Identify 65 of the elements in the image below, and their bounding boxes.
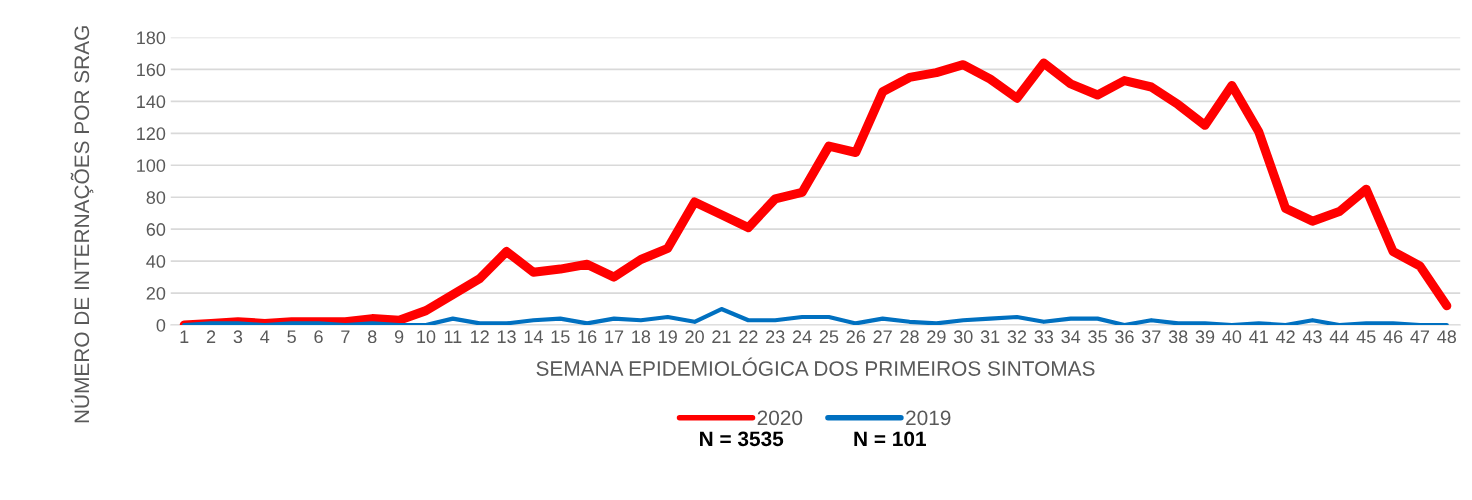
x-tick-label: 44 [1329, 330, 1349, 343]
x-tick-label: 31 [980, 330, 1000, 344]
x-tick-label: 7 [341, 330, 350, 343]
x-tick-label: 18 [632, 330, 651, 344]
text: N = 3535 [700, 431, 784, 447]
x-tick-label: 17 [605, 330, 624, 343]
x-tick-label: 4 [260, 330, 270, 343]
x-tick-label: 47 [1410, 330, 1430, 343]
x-tick-label: 27 [873, 330, 892, 343]
x-tick-label: 41 [1249, 330, 1268, 343]
x-tick-label: 29 [927, 330, 946, 344]
x-tick-label: 36 [1115, 330, 1134, 344]
x-tick-label: 28 [900, 330, 919, 344]
x-tick-label: 48 [1437, 330, 1457, 344]
x-tick-label: 8 [368, 330, 377, 344]
y-tick-label: 120 [137, 127, 166, 141]
x-tick-label: 25 [819, 330, 839, 344]
y-tick-label: 80 [146, 191, 166, 204]
x-tick-label: 21 [712, 330, 731, 343]
x-tick-label: 35 [1088, 330, 1107, 344]
x-tick-label: 5 [287, 330, 296, 344]
x-tick-label: 13 [497, 330, 516, 344]
text: N = 101 [854, 431, 926, 447]
x-tick-label: 22 [739, 330, 758, 343]
x-tick-label: 12 [471, 330, 489, 343]
x-tick-label: 43 [1302, 330, 1322, 344]
x-tick-label: 34 [1061, 330, 1081, 344]
x-tick-label: 14 [524, 330, 543, 343]
x-tick-label: 30 [953, 330, 973, 344]
x-tick-label: 16 [578, 330, 597, 344]
x-tick-label: 1 [180, 330, 189, 343]
y-tick-label: 60 [146, 223, 166, 236]
x-tick-label: 23 [766, 330, 785, 344]
x-tick-label: 9 [394, 330, 404, 344]
x-axis-title: SEMANA EPIDEMIOLÓGICA DOS PRIMEIROS SINTOMAS [536, 357, 1095, 376]
y-tick-label: 0 [156, 318, 166, 332]
x-tick-label: 33 [1034, 330, 1054, 344]
x-tick-label: 2 [206, 330, 216, 343]
x-tick-label: 6 [314, 330, 323, 344]
y-tick-label: 140 [137, 95, 166, 109]
y-tick-label: 160 [137, 63, 166, 77]
y-tick-label: 40 [146, 255, 166, 268]
y-tick-label: 180 [137, 31, 166, 45]
legend-label: 2020 [757, 410, 803, 426]
legend-label: 2019 [906, 410, 951, 426]
x-tick-label: 40 [1222, 330, 1242, 344]
x-tick-label: 45 [1356, 330, 1376, 344]
x-tick-label: 24 [792, 330, 812, 343]
x-tick-label: 32 [1007, 330, 1027, 344]
line-series [182, 306, 1449, 325]
y-tick-label: 20 [146, 286, 166, 300]
x-tick-label: 42 [1275, 330, 1295, 343]
x-tick-label: 20 [685, 330, 704, 344]
x-tick-label: 19 [659, 330, 677, 344]
x-tick-label: 39 [1195, 330, 1215, 344]
x-tick-label: 38 [1168, 330, 1188, 344]
y-axis-title: NÚMERO DE INTERNAÇÕES POR SRAG [70, 26, 94, 423]
x-tick-label: 3 [233, 330, 243, 344]
x-tick-label: 37 [1141, 330, 1161, 344]
y-tick-label: 100 [137, 159, 166, 172]
x-tick-label: 11 [444, 330, 462, 343]
x-tick-label: 46 [1383, 330, 1403, 344]
x-tick-label: 10 [417, 330, 436, 344]
x-tick-label: 26 [846, 330, 866, 344]
x-tick-label: 15 [551, 330, 570, 344]
